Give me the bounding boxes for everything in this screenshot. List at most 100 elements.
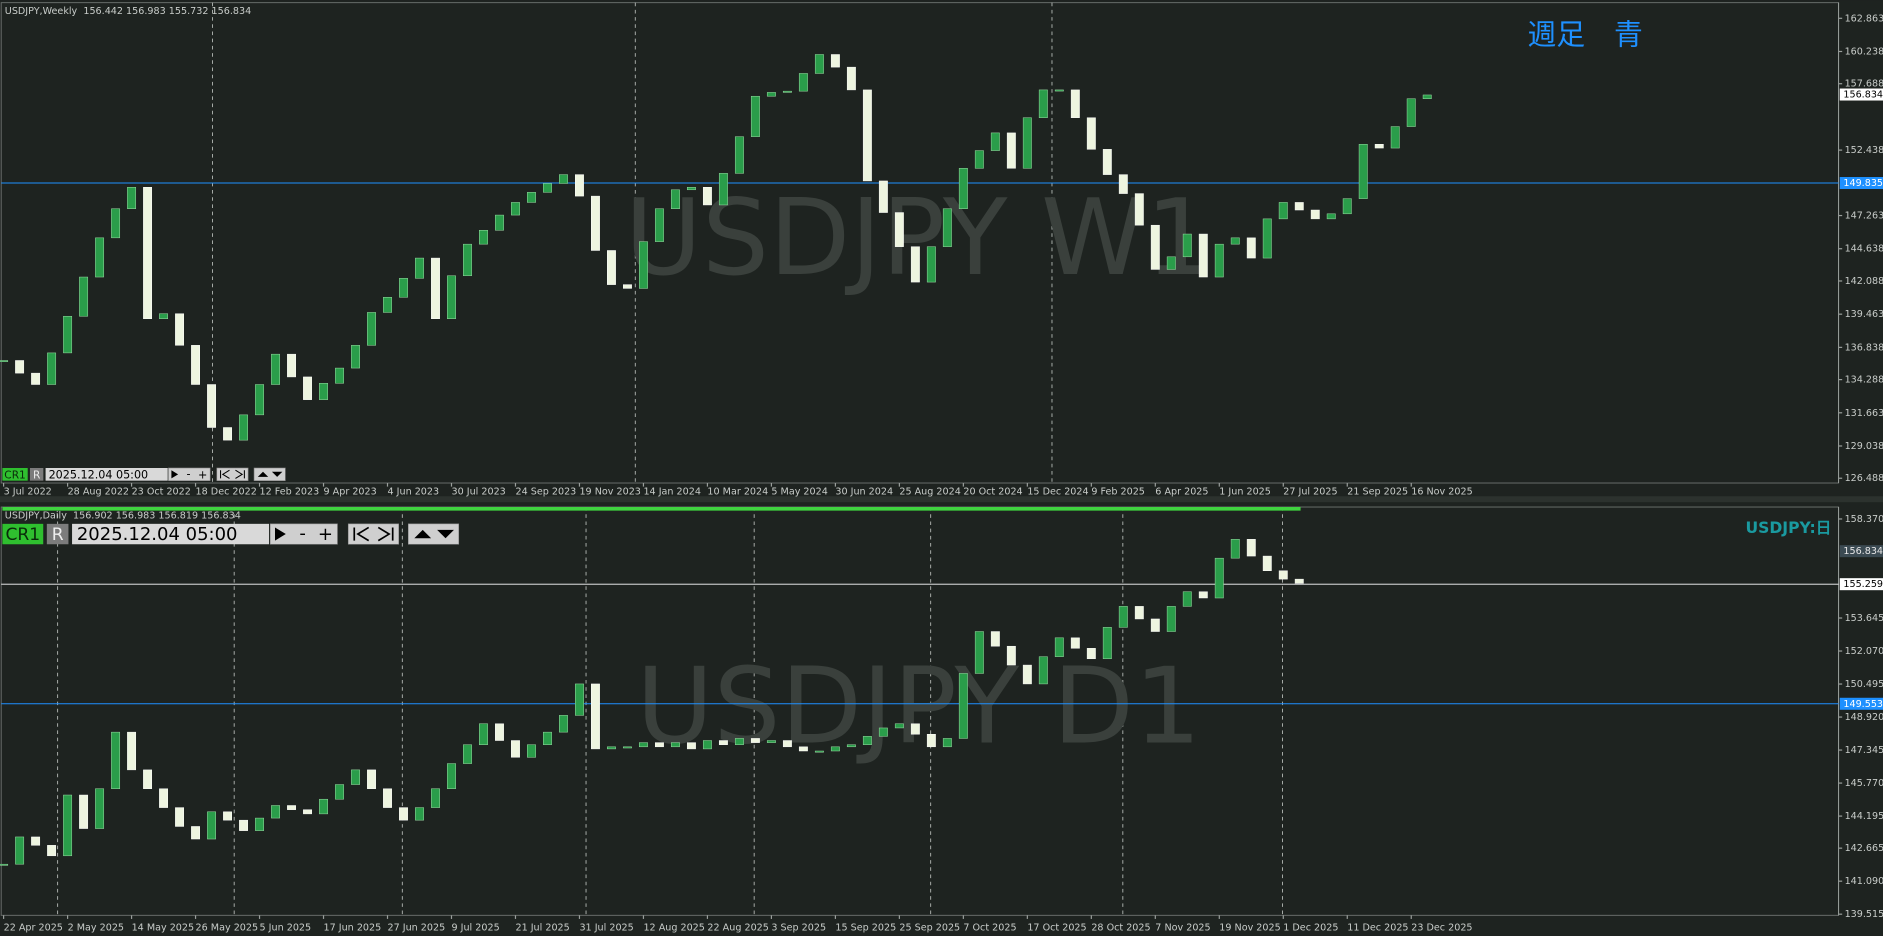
candle xyxy=(702,187,712,206)
step-buttons[interactable] xyxy=(269,523,338,545)
candle xyxy=(990,631,1000,647)
x-tick-label: 26 May 2025 xyxy=(196,922,259,933)
candle xyxy=(79,794,89,829)
candle xyxy=(1022,117,1032,169)
candle xyxy=(1086,117,1096,150)
scroll-buttons[interactable] xyxy=(408,523,460,545)
candle xyxy=(271,353,280,385)
x-tick-label: 3 Jul 2022 xyxy=(4,486,52,497)
mode-button[interactable] xyxy=(29,468,44,481)
candle xyxy=(750,738,760,743)
step-buttons[interactable] xyxy=(168,467,211,481)
candle xyxy=(479,723,488,745)
last-price-label: 156.834 xyxy=(1843,90,1883,101)
candle xyxy=(271,805,280,819)
candle xyxy=(1182,591,1192,607)
nav-buttons[interactable] xyxy=(347,523,399,545)
x-tick-label: 9 Jul 2025 xyxy=(451,922,499,933)
time-box[interactable] xyxy=(72,523,269,545)
candle xyxy=(1038,656,1048,685)
price-label: 149.553 xyxy=(1843,699,1883,710)
plus-label: + xyxy=(318,524,333,545)
mode-label: R xyxy=(52,525,64,545)
candle xyxy=(527,744,536,758)
candle xyxy=(495,723,504,741)
candle xyxy=(191,826,200,840)
profile-button[interactable] xyxy=(2,468,28,481)
candle xyxy=(1246,237,1256,259)
candle xyxy=(638,241,648,289)
candle xyxy=(1006,645,1016,666)
candle xyxy=(798,746,808,752)
candle xyxy=(431,257,440,320)
x-tick-label: 9 Apr 2023 xyxy=(324,486,377,497)
nav-buttons[interactable] xyxy=(216,467,249,481)
candle xyxy=(15,360,25,374)
x-tick-label: 30 Jun 2024 xyxy=(835,486,893,497)
scroll-buttons[interactable] xyxy=(253,467,286,481)
candle xyxy=(638,742,648,748)
panel-divider xyxy=(0,496,1883,503)
candle xyxy=(175,807,185,827)
x-tick-label: 20 Oct 2024 xyxy=(963,486,1022,497)
x-tick-label: 27 Jun 2025 xyxy=(388,922,446,933)
price-label: 155.259 xyxy=(1843,579,1883,590)
x-tick-label: 23 Dec 2025 xyxy=(1411,922,1472,933)
y-tick-label: 131.663 xyxy=(1845,408,1883,419)
price-label-box xyxy=(1839,578,1883,591)
y-tick-label: 136.838 xyxy=(1845,342,1883,353)
candle xyxy=(878,180,888,213)
candle xyxy=(958,673,968,739)
candle xyxy=(622,284,632,289)
candle xyxy=(814,750,824,753)
candle xyxy=(31,372,41,385)
x-tick-label: 21 Sep 2025 xyxy=(1347,486,1408,497)
candle xyxy=(543,731,552,745)
candle xyxy=(319,383,328,400)
y-tick-label: 134.288 xyxy=(1845,375,1883,386)
candle xyxy=(1166,256,1176,270)
profile-label: CR1 xyxy=(4,470,26,482)
candle xyxy=(207,811,216,840)
candle xyxy=(0,360,9,362)
time-label: 2025.12.04 05:00 xyxy=(49,469,149,482)
candle xyxy=(926,246,936,283)
y-tick-label: 153.645 xyxy=(1845,613,1883,624)
candle xyxy=(1038,89,1048,118)
candle xyxy=(463,243,472,277)
progress-bar xyxy=(2,507,1301,511)
candle xyxy=(750,95,760,137)
mode-label: R xyxy=(33,470,41,482)
candle xyxy=(575,174,584,197)
candle xyxy=(1326,213,1336,220)
mode-button[interactable] xyxy=(46,523,69,545)
y-tick-label: 142.088 xyxy=(1845,276,1883,287)
candle xyxy=(782,740,792,748)
candle xyxy=(1022,664,1032,685)
time-box[interactable] xyxy=(45,468,168,481)
candle xyxy=(1262,555,1272,571)
candle xyxy=(1198,591,1208,599)
candle xyxy=(1134,606,1144,620)
annotation: USDJPY:日 xyxy=(1745,519,1831,537)
candle xyxy=(47,352,57,385)
candle xyxy=(0,863,9,866)
candle xyxy=(303,376,312,400)
candle xyxy=(447,275,456,320)
y-tick-label: 129.038 xyxy=(1845,441,1883,452)
y-tick-label: 158.370 xyxy=(1845,514,1883,525)
nav-icons xyxy=(353,526,394,542)
profile-button[interactable] xyxy=(2,523,44,545)
y-tick-label: 157.688 xyxy=(1845,79,1883,90)
x-tick-label: 28 Oct 2025 xyxy=(1091,922,1150,933)
candle xyxy=(1278,202,1288,220)
candle xyxy=(159,313,169,320)
y-tick-label: 147.345 xyxy=(1845,745,1883,756)
candle xyxy=(1358,144,1368,199)
candle xyxy=(335,784,344,800)
candle xyxy=(559,715,568,733)
y-tick-label: 152.438 xyxy=(1845,145,1883,156)
candle xyxy=(111,731,121,789)
candle xyxy=(335,367,344,384)
annotation: 週足 青 xyxy=(1528,17,1643,51)
